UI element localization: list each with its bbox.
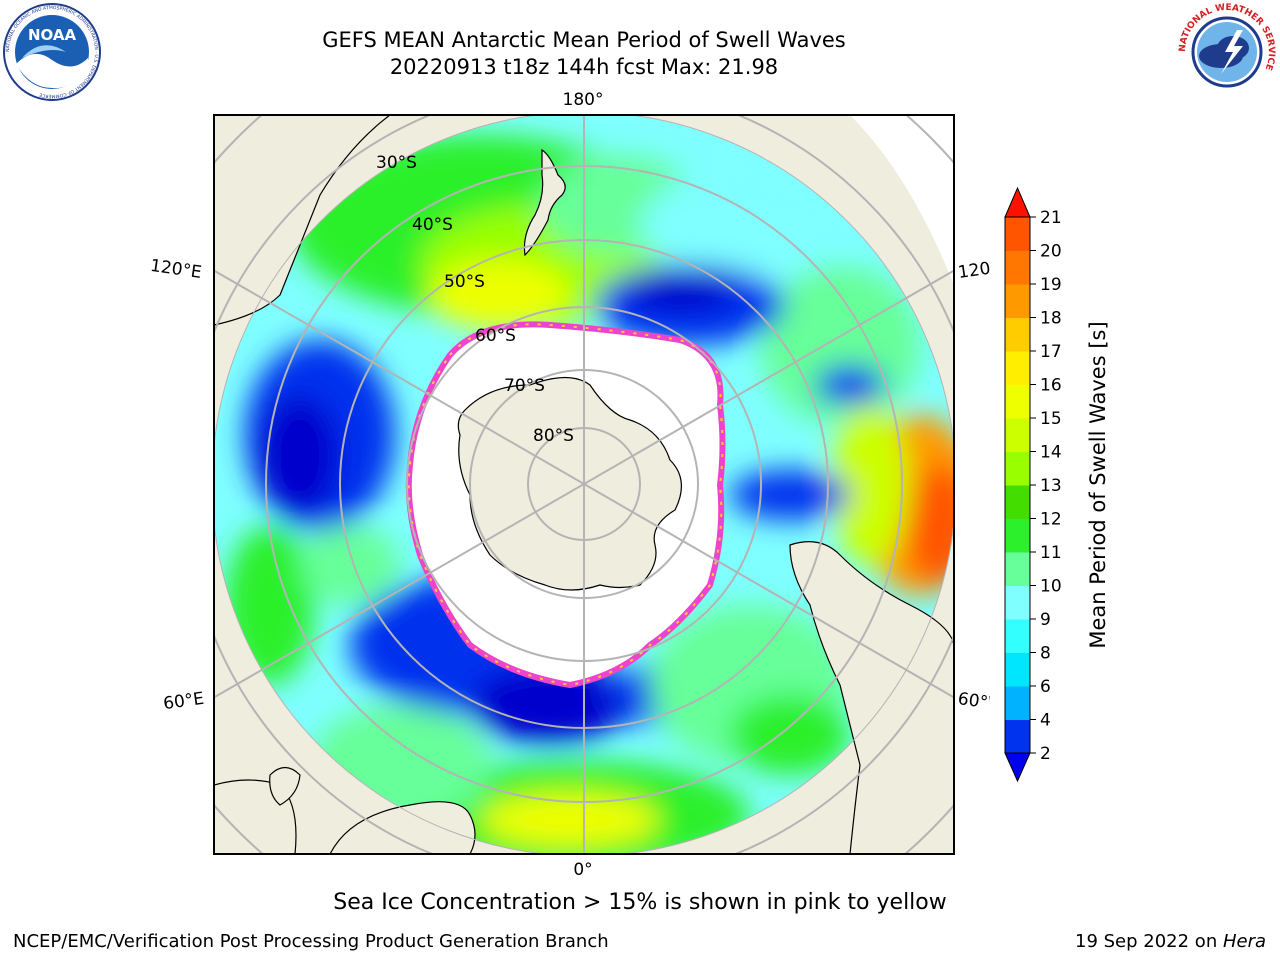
lat-label-40s: 40°S — [412, 215, 453, 235]
colorbar-tick-label: 13 — [1040, 476, 1062, 496]
colorbar-block — [1005, 384, 1030, 419]
map-frame — [213, 114, 955, 855]
polar-map: 180° 120°E 120°W 60°E 60°W 0° 30°S 40°S … — [150, 90, 990, 880]
colorbar-block — [1005, 585, 1030, 620]
colorbar-block — [1005, 686, 1030, 720]
colorbar-tick-label: 17 — [1040, 342, 1062, 362]
chart-title: GEFS MEAN Antarctic Mean Period of Swell… — [322, 28, 846, 52]
colorbar-block — [1005, 351, 1030, 385]
colorbar-tick-label: 15 — [1040, 409, 1062, 429]
nws-logo: NATIONAL WEATHER SERVICE — [1178, 3, 1276, 100]
noaa-logo: NOAA NATIONAL OCEANIC AND ATMOSPHERIC AD… — [3, 3, 101, 101]
colorbar-tick-label: 21 — [1040, 208, 1062, 228]
colorbar-tick-label: 14 — [1040, 443, 1062, 463]
madagascar-landmass — [269, 766, 301, 806]
lon-label-0: 0° — [573, 860, 592, 880]
colorbar-block — [1005, 552, 1030, 586]
colorbar-tick-label: 10 — [1040, 577, 1062, 597]
colorbar-tick-label: 8 — [1040, 644, 1051, 664]
lon-label-180: 180° — [563, 90, 604, 110]
lat-label-80s: 80°S — [533, 426, 574, 446]
colorbar-tick-label: 16 — [1040, 376, 1062, 396]
colorbar-block — [1005, 317, 1030, 352]
colorbar-block — [1005, 485, 1030, 519]
colorbar-tick-label: 12 — [1040, 510, 1062, 530]
lon-label-60w: 60°W — [957, 689, 990, 715]
colorbar-tick-label: 4 — [1040, 711, 1051, 731]
chart-subtitle: 20220913 t18z 144h fcst Max: 21.98 — [389, 55, 779, 79]
footer-machine: Hera — [1222, 931, 1266, 952]
colorbar-tick-label: 9 — [1040, 610, 1051, 630]
lon-label-60e: 60°E — [162, 689, 205, 714]
footer-date-text: 19 Sep 2022 on — [1075, 931, 1223, 952]
colorbar-label: Mean Period of Swell Waves [s] — [1086, 321, 1110, 648]
footer-date: 19 Sep 2022 on Hera — [1075, 931, 1266, 952]
colorbar-under-triangle — [1004, 752, 1031, 783]
lat-label-30s: 30°S — [376, 153, 417, 173]
colorbar-block — [1005, 652, 1030, 687]
noaa-logo-text: NOAA — [28, 26, 77, 44]
colorbar-tick-label: 18 — [1040, 309, 1062, 329]
colorbar-tick-label: 11 — [1040, 543, 1062, 563]
colorbar-over-triangle — [1004, 186, 1031, 218]
lon-label-120w: 120°W — [957, 255, 990, 283]
colorbar-block — [1005, 619, 1030, 653]
colorbar-tick-label: 20 — [1040, 242, 1062, 262]
colorbar-block — [1005, 250, 1030, 285]
new-zealand-landmass — [523, 148, 566, 257]
lat-label-50s: 50°S — [444, 272, 485, 292]
lat-label-60s: 60°S — [475, 326, 516, 346]
colorbar-block — [1005, 284, 1030, 318]
colorbar-block — [1005, 719, 1030, 754]
colorbar-tick-label: 19 — [1040, 275, 1062, 295]
footer-credit: NCEP/EMC/Verification Post Processing Pr… — [13, 931, 609, 952]
graticule — [214, 115, 954, 854]
colorbar-block — [1005, 518, 1030, 553]
antarctica-landmass — [457, 376, 682, 591]
colorbar-block — [1005, 451, 1030, 486]
sea-ice-note: Sea Ice Concentration > 15% is shown in … — [333, 890, 947, 915]
colorbar-tick-label: 6 — [1040, 677, 1051, 697]
lat-label-70s: 70°S — [504, 376, 545, 396]
colorbar-block — [1005, 217, 1030, 251]
lon-label-120e: 120°E — [150, 256, 203, 283]
colorbar-tick-label: 2 — [1040, 744, 1051, 764]
colorbar: 2 4 6 8 9 10 11 12 13 14 15 16 17 18 19 20 21 Mean Perio… — [1004, 186, 1110, 783]
colorbar-block — [1005, 418, 1030, 452]
